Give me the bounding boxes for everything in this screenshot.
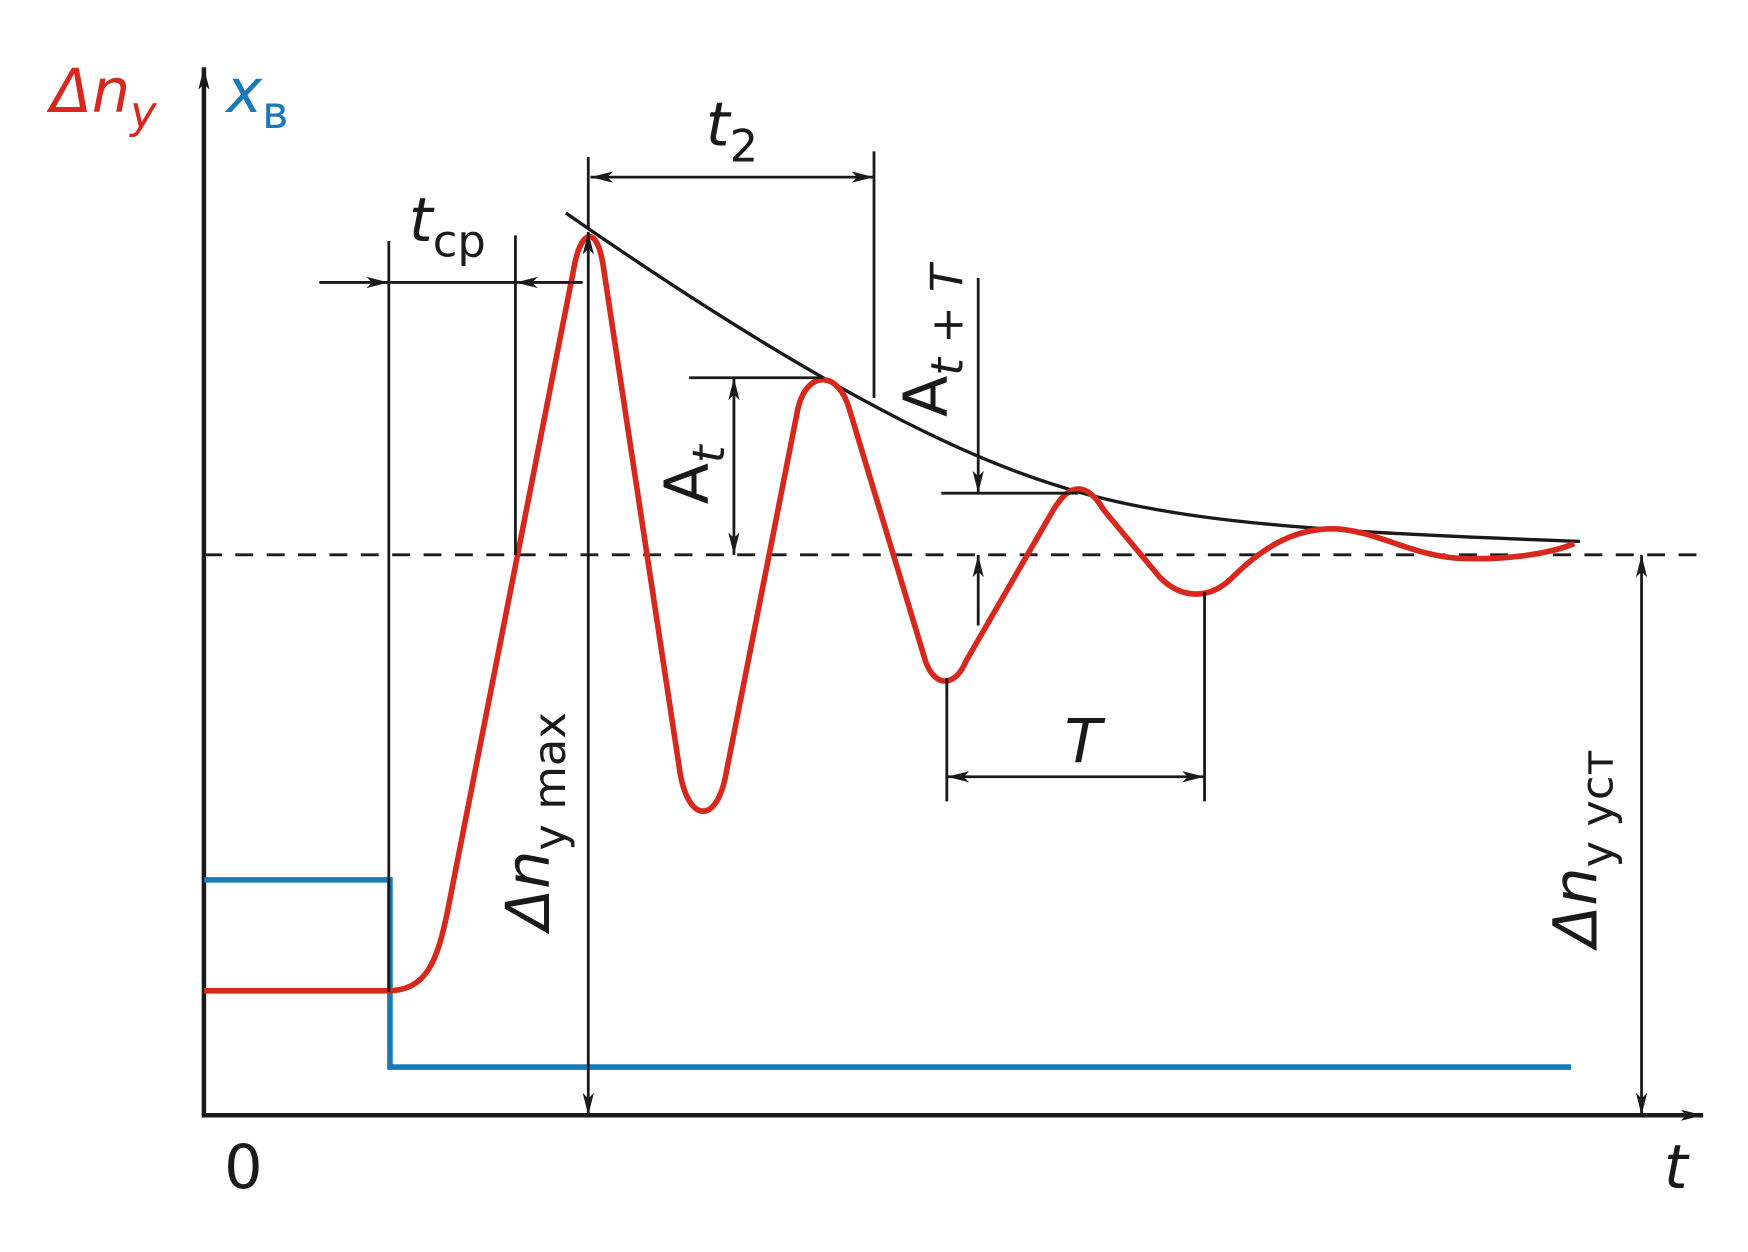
dn-max-label: Δny max <box>494 712 576 934</box>
t2-label: t2 <box>706 91 758 173</box>
response-curve <box>203 233 1576 994</box>
atT-label: At + T <box>892 261 974 417</box>
label-sub: y уст <box>1570 749 1623 867</box>
label-main: t <box>409 186 435 256</box>
label-sub: t + T <box>921 261 974 376</box>
label-sub: в <box>262 86 288 139</box>
x-axis-label: t <box>1664 1133 1690 1203</box>
label-main: t <box>706 91 732 161</box>
label-main: T <box>1064 707 1105 777</box>
label-sub: y max <box>523 712 576 850</box>
y-axis-label: Δny <box>46 57 158 139</box>
label-sub: y <box>128 86 158 139</box>
tcp-label: tср <box>409 186 486 268</box>
label-sub: 2 <box>730 119 759 172</box>
at-label: At <box>653 444 735 504</box>
origin-label: 0 <box>224 1133 262 1203</box>
label-main: A <box>653 463 723 504</box>
y2-axis-label: xв <box>224 57 288 139</box>
label-sub: ср <box>433 215 486 268</box>
input-signal <box>203 877 1571 1070</box>
label-sub: t <box>682 444 735 463</box>
dn-ust-label: Δny уст <box>1542 749 1624 951</box>
label-main: A <box>892 376 962 417</box>
label-main: Δn <box>46 57 130 127</box>
period-label: T <box>1064 707 1105 777</box>
label-main: x <box>224 57 263 127</box>
label-main: Δn <box>494 851 564 935</box>
label-main: Δn <box>1542 867 1612 951</box>
